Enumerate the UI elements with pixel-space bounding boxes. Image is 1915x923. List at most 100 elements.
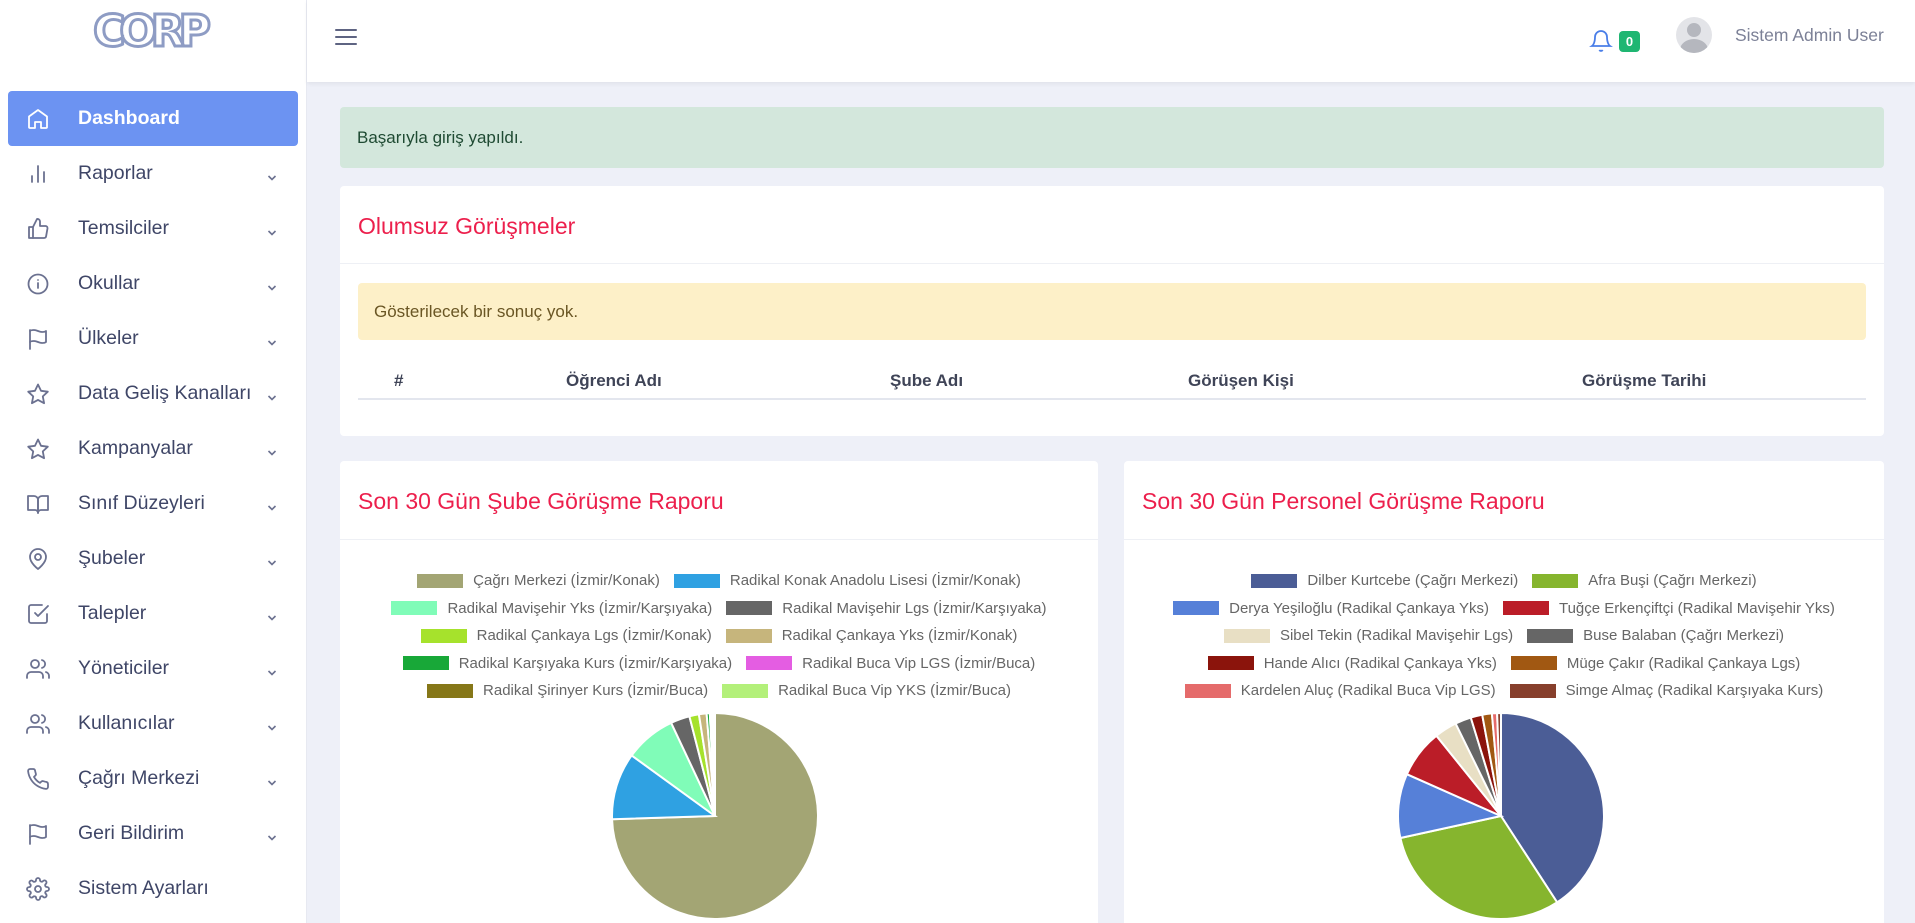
sidebar-item-label: Yöneticiler bbox=[78, 657, 170, 679]
pie-slice[interactable] bbox=[712, 711, 716, 817]
legend-row: Çağrı Merkezi (İzmir/Konak) Radikal Konak… bbox=[340, 567, 1098, 595]
legend-item[interactable]: Radikal Şirinyer Kurs (İzmir/Buca) bbox=[427, 677, 708, 705]
legend-label: Derya Yeşiloğlu (Radikal Çankaya Yks) bbox=[1229, 599, 1489, 617]
staff-pie-chart bbox=[1396, 711, 1606, 923]
star-icon bbox=[24, 380, 52, 408]
column-header-interviewer[interactable]: Görüşen Kişi bbox=[1188, 371, 1294, 390]
legend-item[interactable]: Tuğçe Erkençiftçi (Radikal Mavişehir Yks… bbox=[1502, 595, 1835, 623]
sidebar-item-data-geliş-kanalları[interactable]: Data Geliş Kanalları bbox=[8, 366, 298, 421]
pie-slice[interactable] bbox=[1399, 814, 1559, 920]
sidebar-item-ülkeler[interactable]: Ülkeler bbox=[8, 311, 298, 366]
legend-swatch bbox=[746, 656, 793, 671]
legend-item[interactable]: Radikal Konak Anadolu Lisesi (İzmir/Kona… bbox=[673, 567, 1021, 595]
logo[interactable]: CORP bbox=[0, 0, 306, 64]
pie-svg bbox=[611, 711, 819, 920]
sidebar-item-geri-bildirim[interactable]: Geri Bildirim bbox=[8, 806, 298, 861]
legend-swatch bbox=[1207, 656, 1254, 671]
legend-row: Hande Alıcı (Radikal Çankaya Yks) Müge Ça… bbox=[1124, 650, 1884, 678]
sidebar-item-dashboard[interactable]: Dashboard bbox=[8, 91, 298, 146]
hamburger-menu-icon[interactable] bbox=[335, 29, 357, 47]
check-square-icon bbox=[24, 600, 52, 628]
chevron-down-icon bbox=[267, 826, 277, 841]
legend-item[interactable]: Müge Çakır (Radikal Çankaya Lgs) bbox=[1510, 650, 1800, 678]
sidebar-item-label: Sistem Ayarları bbox=[78, 877, 209, 899]
legend-label: Dilber Kurtcebe (Çağrı Merkezi) bbox=[1307, 572, 1519, 590]
sidebar-item-label: Geri Bildirim bbox=[78, 822, 185, 844]
legend-item[interactable]: Sibel Tekin (Radikal Mavişehir Lgs) bbox=[1223, 622, 1514, 650]
sidebar-item-talepler[interactable]: Talepler bbox=[8, 586, 298, 641]
legend-item[interactable]: Simge Almaç (Radikal Karşıyaka Kurs) bbox=[1509, 677, 1823, 705]
avatar[interactable] bbox=[1676, 17, 1712, 53]
sidebar-item-sınıf-düzeyleri[interactable]: Sınıf Düzeyleri bbox=[8, 476, 298, 531]
legend-item[interactable]: Radikal Mavişehir Yks (İzmir/Karşıyaka) bbox=[391, 595, 712, 623]
legend-item[interactable]: Radikal Mavişehir Lgs (İzmir/Karşıyaka) bbox=[726, 595, 1047, 623]
column-header-branch-name[interactable]: Şube Adı bbox=[890, 371, 964, 390]
sidebar-item-label: Sınıf Düzeyleri bbox=[78, 492, 205, 514]
sidebar-menu: Dashboard Raporlar Temsilciler Okullar Ülkel… bbox=[0, 64, 306, 916]
pie-svg bbox=[1397, 711, 1605, 920]
pie-slice[interactable] bbox=[611, 711, 819, 920]
legend-item[interactable]: Kardelen Aluç (Radikal Buca Vip LGS) bbox=[1184, 677, 1496, 705]
legend-item[interactable]: Dilber Kurtcebe (Çağrı Merkezi) bbox=[1251, 567, 1518, 595]
legend-label: Afra Buşi (Çağrı Merkezi) bbox=[1588, 572, 1757, 590]
chevron-down-icon bbox=[267, 771, 277, 786]
sidebar-item-sistem-ayarları[interactable]: Sistem Ayarları bbox=[8, 861, 298, 916]
negative-calls-title: Olumsuz Görüşmeler bbox=[358, 213, 576, 239]
column-header-number[interactable]: # bbox=[394, 371, 404, 390]
logo-text: CORP bbox=[92, 6, 213, 57]
chevron-down-icon bbox=[267, 166, 277, 181]
column-header-call-date[interactable]: Görüşme Tarihi bbox=[1582, 371, 1707, 390]
sidebar-item-label: Ülkeler bbox=[78, 327, 139, 349]
legend-swatch bbox=[1510, 656, 1557, 671]
legend-swatch bbox=[1532, 573, 1579, 588]
bell-icon[interactable] bbox=[1589, 29, 1613, 55]
column-header-student-name[interactable]: Öğrenci Adı bbox=[566, 371, 662, 390]
sidebar-item-çağrı-merkezi[interactable]: Çağrı Merkezi bbox=[8, 751, 298, 806]
pie-slice[interactable] bbox=[1496, 711, 1502, 817]
card-divider bbox=[340, 539, 1098, 540]
legend-item[interactable]: Derya Yeşiloğlu (Radikal Çankaya Yks) bbox=[1173, 595, 1489, 623]
sidebar-item-kullanıcılar[interactable]: Kullanıcılar bbox=[8, 696, 298, 751]
legend-item[interactable]: Hande Alıcı (Radikal Çankaya Yks) bbox=[1207, 650, 1497, 678]
sidebar-item-kampanyalar[interactable]: Kampanyalar bbox=[8, 421, 298, 476]
pie-slice[interactable] bbox=[611, 754, 718, 821]
sidebar-item-şubeler[interactable]: Şubeler bbox=[8, 531, 298, 586]
sidebar-item-raporlar[interactable]: Raporlar bbox=[8, 146, 298, 201]
map-pin-icon bbox=[24, 545, 52, 573]
legend-label: Radikal Karşıyaka Kurs (İzmir/Karşıyaka) bbox=[458, 654, 733, 672]
chevron-down-icon bbox=[267, 441, 277, 456]
legend-swatch bbox=[402, 656, 449, 671]
legend-label: Buse Balaban (Çağrı Merkezi) bbox=[1583, 627, 1785, 645]
legend-item[interactable]: Buse Balaban (Çağrı Merkezi) bbox=[1527, 622, 1784, 650]
home-icon bbox=[24, 105, 52, 133]
sidebar-item-label: Kampanyalar bbox=[78, 437, 193, 459]
legend-label: Kardelen Aluç (Radikal Buca Vip LGS) bbox=[1240, 682, 1496, 700]
legend-row: Kardelen Aluç (Radikal Buca Vip LGS) Simg… bbox=[1124, 677, 1884, 705]
branch-report-title: Son 30 Gün Şube Görüşme Raporu bbox=[358, 488, 724, 514]
book-icon bbox=[24, 490, 52, 518]
legend-row: Radikal Mavişehir Yks (İzmir/Karşıyaka) R… bbox=[340, 595, 1098, 623]
legend-row: Radikal Çankaya Lgs (İzmir/Konak) Radikal… bbox=[340, 622, 1098, 650]
legend-swatch bbox=[726, 601, 773, 616]
sidebar-item-okullar[interactable]: Okullar bbox=[8, 256, 298, 311]
legend-row: Derya Yeşiloğlu (Radikal Çankaya Yks) Tuğ… bbox=[1124, 595, 1884, 623]
legend-item[interactable]: Radikal Çankaya Yks (İzmir/Konak) bbox=[725, 622, 1017, 650]
sidebar-item-label: Çağrı Merkezi bbox=[78, 767, 200, 789]
chevron-down-icon bbox=[267, 551, 277, 566]
staff-report-card: Son 30 Gün Personel Görüşme Raporu Dilbe… bbox=[1124, 461, 1884, 923]
legend-item[interactable]: Çağrı Merkezi (İzmir/Konak) bbox=[417, 567, 660, 595]
legend-swatch bbox=[420, 628, 467, 643]
sidebar: CORP Dashboard Raporlar Temsilciler Okullar… bbox=[0, 0, 307, 923]
branch-chart-legend: Çağrı Merkezi (İzmir/Konak) Radikal Konak… bbox=[340, 567, 1098, 705]
legend-item[interactable]: Radikal Karşıyaka Kurs (İzmir/Karşıyaka) bbox=[402, 650, 733, 678]
legend-row: Dilber Kurtcebe (Çağrı Merkezi) Afra Buşi… bbox=[1124, 567, 1884, 595]
legend-item[interactable]: Radikal Buca Vip YKS (İzmir/Buca) bbox=[722, 677, 1011, 705]
sidebar-item-temsilciler[interactable]: Temsilciler bbox=[8, 201, 298, 256]
legend-item[interactable]: Radikal Çankaya Lgs (İzmir/Konak) bbox=[420, 622, 712, 650]
user-name[interactable]: Sistem Admin User bbox=[1735, 25, 1884, 45]
info-icon bbox=[24, 270, 52, 298]
legend-item[interactable]: Afra Buşi (Çağrı Merkezi) bbox=[1532, 567, 1757, 595]
legend-item[interactable]: Radikal Buca Vip LGS (İzmir/Buca) bbox=[746, 650, 1035, 678]
sidebar-item-yöneticiler[interactable]: Yöneticiler bbox=[8, 641, 298, 696]
legend-label: Sibel Tekin (Radikal Mavişehir Lgs) bbox=[1279, 627, 1514, 645]
